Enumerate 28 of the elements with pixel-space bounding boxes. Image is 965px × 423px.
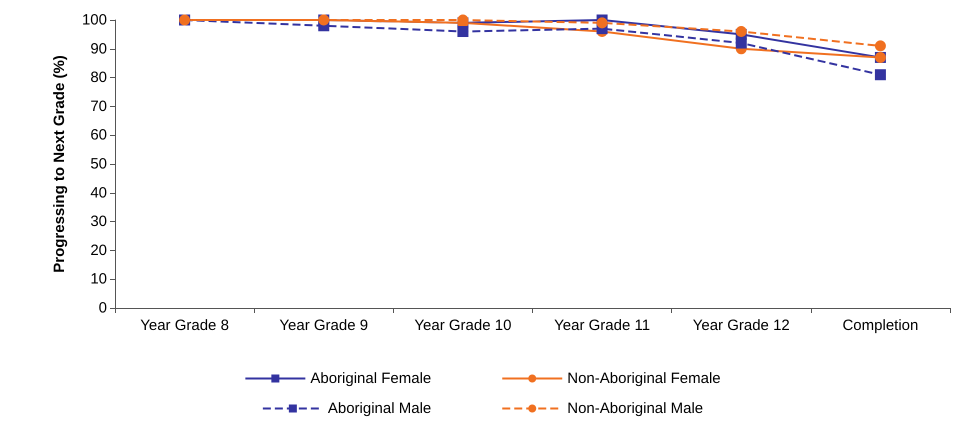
y-tick-label: 30 [90, 213, 107, 230]
y-tick-label: 10 [90, 270, 107, 288]
legend-label: Aboriginal Female [310, 370, 432, 387]
legend-label: Non-Aboriginal Male [567, 400, 704, 417]
y-axis-title: Progressing to Next Grade (%) [51, 55, 68, 273]
y-tick-label: 90 [90, 40, 107, 58]
point [874, 40, 886, 52]
x-tick-label: Year Grade 12 [692, 317, 790, 334]
y-tick-label: 60 [90, 126, 107, 144]
y-tick-label: 40 [90, 184, 107, 202]
point [457, 26, 468, 38]
legend-label: Non-Aboriginal Female [567, 370, 721, 387]
point [736, 26, 747, 38]
y-tick-label: 100 [82, 12, 107, 28]
y-tick-label: 70 [90, 98, 107, 115]
point [736, 38, 747, 49]
y-tick-label: 20 [90, 242, 107, 259]
point [596, 17, 608, 28]
x-tick-label: Year Grade 11 [554, 317, 650, 334]
y-tick-label: 0 [98, 300, 107, 316]
point [874, 69, 886, 80]
legend-label: Aboriginal Male [328, 400, 432, 417]
y-tick-label: 50 [90, 156, 107, 172]
x-tick-label: Completion [842, 317, 918, 334]
x-tick-label: Year Grade 9 [279, 317, 368, 334]
y-tick-label: 80 [90, 69, 107, 86]
x-tick-label: Year Grade 10 [414, 317, 512, 334]
x-tick-label: Year Grade 8 [140, 317, 229, 334]
